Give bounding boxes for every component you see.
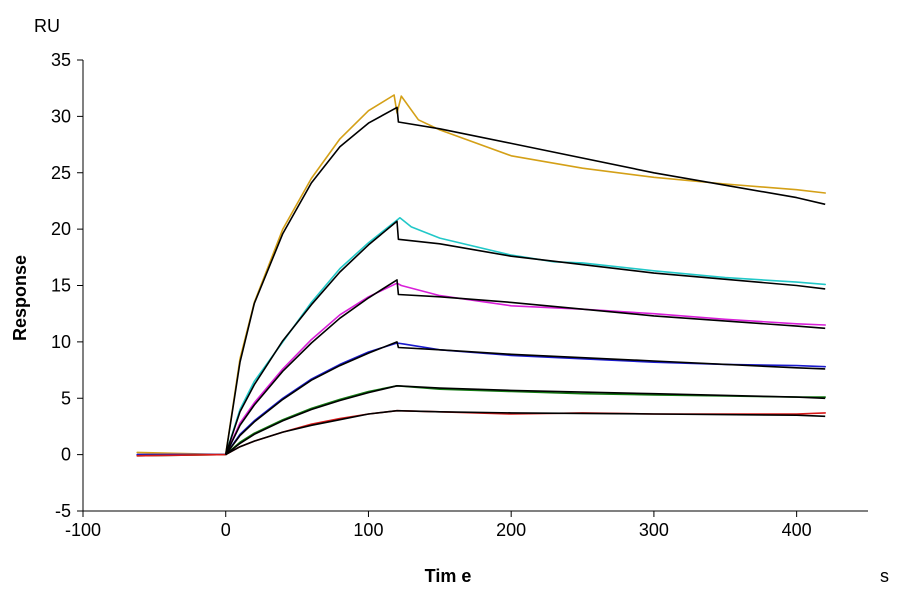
fit-curve-1 <box>224 106 826 455</box>
y-unit-label: RU <box>34 16 60 36</box>
fit-curve-3 <box>224 279 826 455</box>
fit-curve-4 <box>225 341 826 456</box>
fit-curve-6 <box>225 409 826 456</box>
x-tick-label: 0 <box>221 520 231 540</box>
data-series-2 <box>136 217 826 456</box>
y-tick-label: 15 <box>51 276 71 296</box>
fit-curves-group <box>224 106 826 456</box>
x-tick-label: 100 <box>353 520 383 540</box>
x-tick-label: 400 <box>782 520 812 540</box>
data-series-1 <box>136 94 826 456</box>
y-tick-label: -5 <box>55 501 71 521</box>
y-tick-label: 35 <box>51 50 71 70</box>
fit-curve-2 <box>224 220 826 455</box>
fit-curve-5 <box>225 385 826 456</box>
data-series-group <box>136 94 826 457</box>
x-tick-label: -100 <box>65 520 101 540</box>
y-tick-label: 25 <box>51 163 71 183</box>
data-series-5 <box>136 385 826 457</box>
x-tick-label: 200 <box>496 520 526 540</box>
x-unit-label: s <box>880 566 889 586</box>
y-tick-label: 30 <box>51 106 71 126</box>
y-axis-title: Response <box>10 255 30 341</box>
y-tick-label: 20 <box>51 219 71 239</box>
x-tick-label: 300 <box>639 520 669 540</box>
y-tick-label: 0 <box>61 445 71 465</box>
x-axis-title: Tim e <box>425 566 472 586</box>
axis-ticks: -100 0 100 200 300 400 -5 0 5 10 15 20 25 30 35 <box>51 50 812 540</box>
data-series-3 <box>136 282 826 456</box>
y-tick-label: 10 <box>51 332 71 352</box>
y-tick-label: 5 <box>61 388 71 408</box>
